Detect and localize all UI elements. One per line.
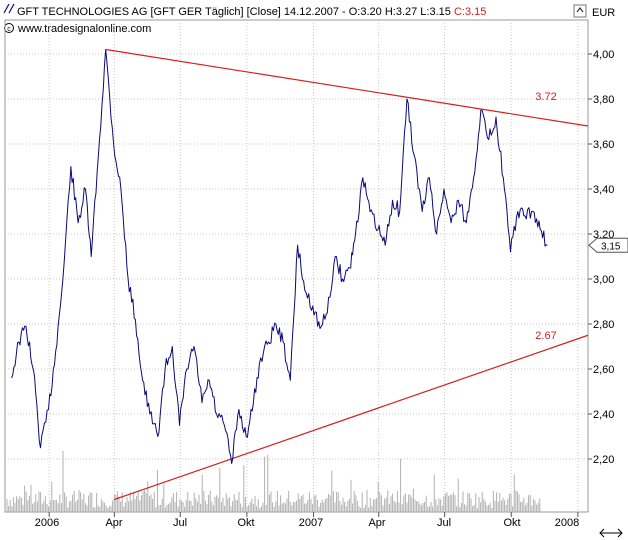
maximize-button[interactable]: [573, 4, 587, 18]
copyright-icon: c: [4, 23, 14, 33]
y-tick-label: 3,00: [593, 274, 614, 286]
y-tick-label: 3,40: [593, 184, 614, 196]
y-tick-label: 2,60: [593, 364, 614, 376]
x-tick-label: Okt: [503, 517, 520, 529]
y-tick-label: 2,80: [593, 319, 614, 331]
x-tick-label: 2008: [555, 517, 579, 529]
x-tick-label: Okt: [237, 517, 254, 529]
x-tick-label: 2006: [35, 517, 59, 529]
last-price-label: 3,15: [601, 241, 621, 252]
x-axis: 2006 Apr Jul Okt 2007 Apr Jul Okt 2008: [35, 512, 579, 529]
grid: [5, 20, 588, 512]
y-axis: 4,003,803,603,403,203,002,802,602,402,20: [588, 49, 614, 466]
price-line: [11, 49, 548, 464]
x-tick-label: Jul: [437, 517, 451, 529]
watermark-text: www.tradesignalonline.com: [17, 23, 151, 35]
close-value: C:3.15: [454, 6, 486, 18]
y-tick-label: 3,60: [593, 139, 614, 151]
trendlines: 3.72 2.67: [105, 48, 589, 501]
volume-bars: [6, 450, 541, 512]
chart-title: GFT TECHNOLOGIES AG [GFT GER Täglich] [C…: [17, 6, 486, 18]
price-series: [11, 49, 548, 464]
scroll-arrows-icon[interactable]: [599, 528, 623, 538]
chart-glyph-icon: [3, 3, 15, 14]
trendline: [105, 48, 589, 127]
y-tick-label: 2,40: [593, 409, 614, 421]
x-tick-label: Jul: [173, 517, 187, 529]
trendline: [114, 334, 589, 501]
x-tick-label: Apr: [105, 517, 122, 529]
x-tick-label: 2007: [299, 517, 323, 529]
trendline-label: 3.72: [535, 91, 556, 103]
y-tick-label: 2,20: [593, 454, 614, 466]
y-tick-label: 3,80: [593, 94, 614, 106]
x-tick-label: Apr: [368, 517, 385, 529]
currency-label: EUR: [592, 7, 615, 19]
trendline-label: 2.67: [535, 330, 556, 342]
last-price-marker: 3,15: [588, 237, 628, 253]
y-tick-label: 4,00: [593, 49, 614, 61]
svg-text:c: c: [7, 26, 11, 33]
